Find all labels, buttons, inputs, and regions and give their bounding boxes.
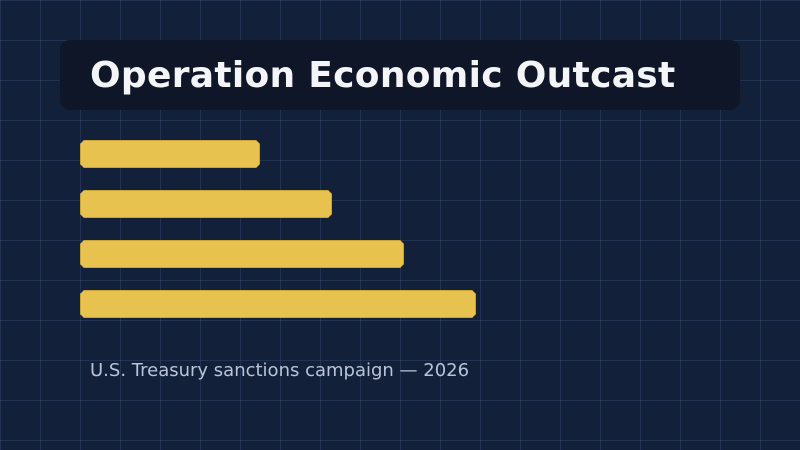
bar-2: [80, 190, 332, 218]
title-banner: Operation Economic Outcast: [60, 40, 740, 110]
slide-title: Operation Economic Outcast: [90, 54, 676, 96]
bar-4: [80, 290, 476, 318]
slide-caption: U.S. Treasury sanctions campaign — 2026: [90, 360, 470, 381]
bar-1: [80, 140, 260, 168]
bar-3: [80, 240, 404, 268]
bar-group: [80, 140, 720, 320]
